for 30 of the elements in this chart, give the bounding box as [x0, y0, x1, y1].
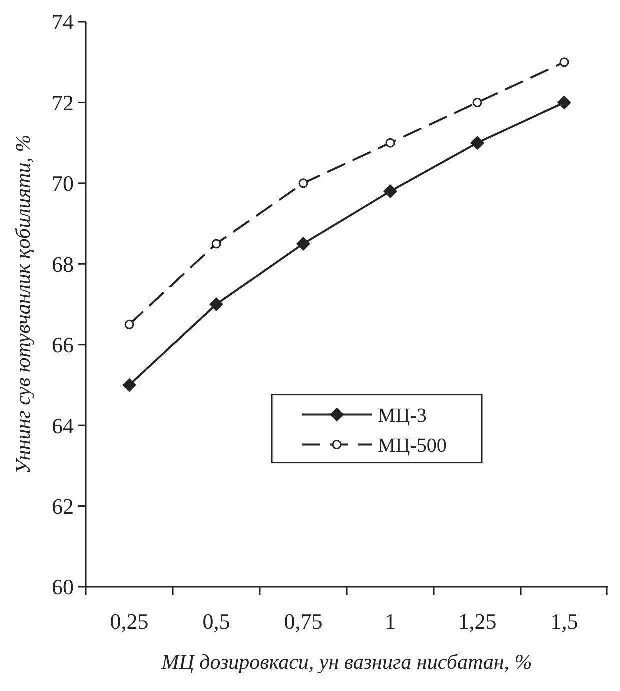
- y-tick-label: 64: [52, 413, 74, 438]
- point: [212, 239, 222, 249]
- y-tick-label: 60: [52, 574, 74, 600]
- y-tick-label: 72: [52, 90, 74, 116]
- y-tick-label: 62: [52, 494, 74, 519]
- y-tick-label: 68: [52, 252, 74, 277]
- x-tick-label: 1: [385, 609, 396, 634]
- x-axis-title: МЦ дозировкаси, ун вазнига нисбатан, %: [160, 650, 532, 674]
- x-tick-label: 1,25: [458, 609, 497, 634]
- point: [296, 236, 310, 251]
- legend-label: МЦ-3: [378, 404, 427, 427]
- point: [384, 184, 398, 198]
- x-tick-label: 0,5: [202, 609, 230, 634]
- point: [470, 136, 484, 150]
- point: [558, 96, 572, 110]
- legend-label: МЦ-500: [378, 434, 447, 457]
- y-tick-label: 74: [52, 10, 74, 35]
- y-axis-title: Уннинг сув ютувчанлик қобилияти, %: [11, 134, 35, 474]
- point: [122, 378, 136, 392]
- point: [298, 178, 308, 188]
- x-tick-label: 1,5: [550, 609, 578, 634]
- x-tick-label: 0,75: [284, 609, 323, 634]
- y-tick-label: 70: [52, 171, 74, 196]
- point: [472, 98, 482, 108]
- point: [124, 320, 134, 330]
- point: [386, 138, 396, 148]
- x-tick-label: 0,25: [110, 609, 149, 634]
- y-tick-label: 66: [52, 332, 74, 358]
- point: [210, 298, 224, 312]
- point: [560, 58, 570, 68]
